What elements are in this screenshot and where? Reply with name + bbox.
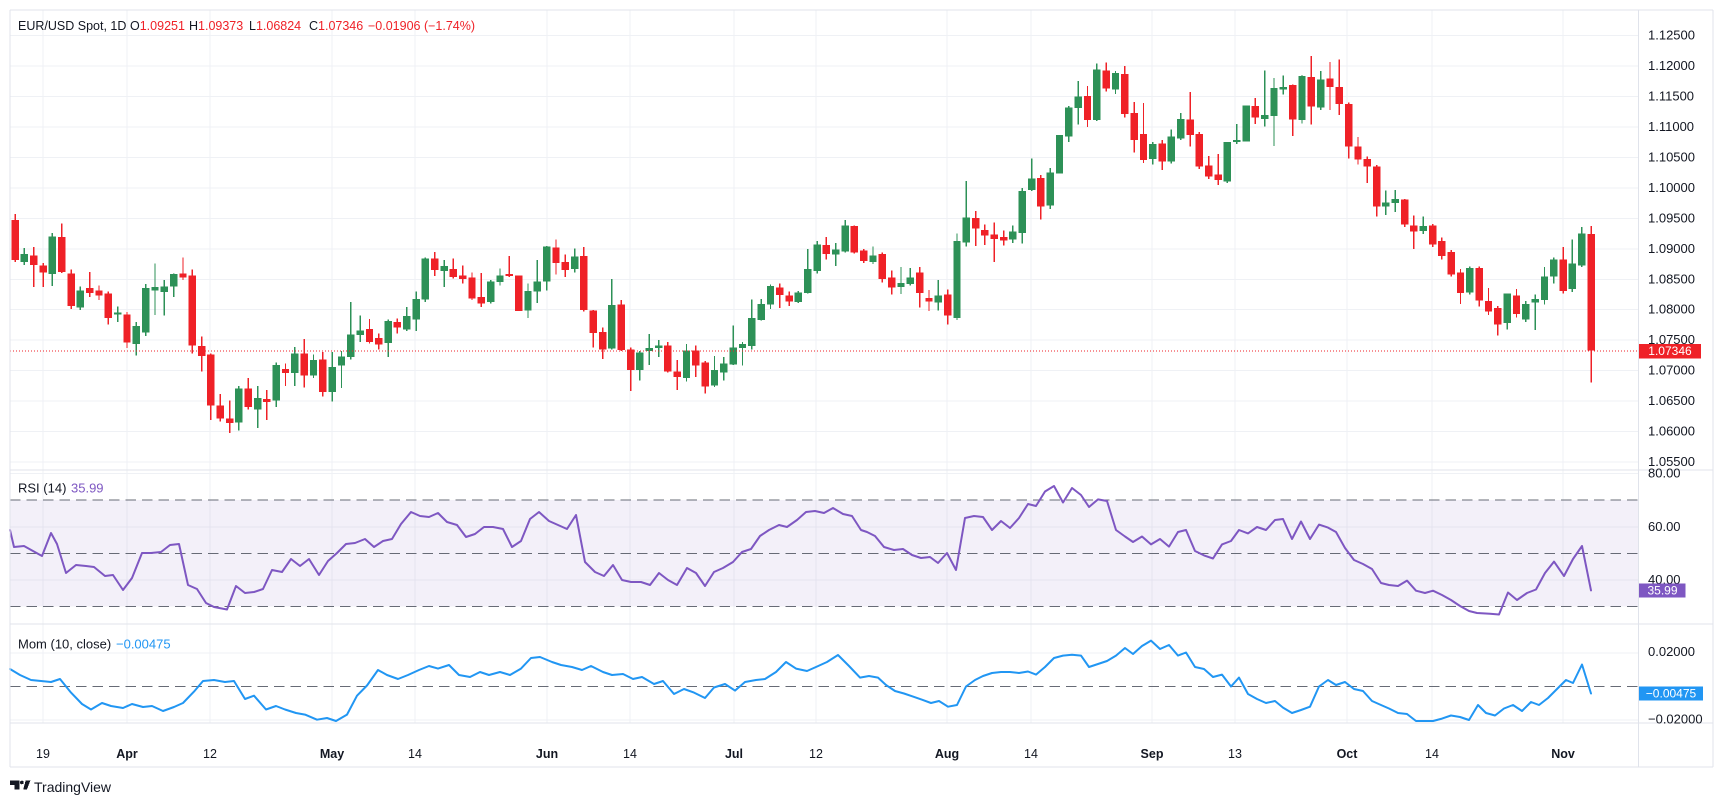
svg-text:14: 14 xyxy=(1024,747,1038,761)
svg-text:1.10000: 1.10000 xyxy=(1648,180,1695,195)
svg-text:60.00: 60.00 xyxy=(1648,519,1681,534)
svg-text:1.12000: 1.12000 xyxy=(1648,58,1695,73)
svg-text:1.09000: 1.09000 xyxy=(1648,241,1695,256)
svg-text:Apr: Apr xyxy=(116,747,138,761)
svg-text:May: May xyxy=(320,747,344,761)
svg-text:12: 12 xyxy=(203,747,217,761)
svg-text:RSI (14): RSI (14) xyxy=(18,481,66,496)
svg-text:14: 14 xyxy=(1425,747,1439,761)
svg-text:H1.09373: H1.09373 xyxy=(189,19,243,33)
svg-text:1.07000: 1.07000 xyxy=(1648,363,1695,378)
svg-text:12: 12 xyxy=(809,747,823,761)
svg-text:1.09500: 1.09500 xyxy=(1648,210,1695,225)
svg-text:1.11000: 1.11000 xyxy=(1648,119,1694,134)
svg-text:Nov: Nov xyxy=(1551,747,1575,761)
svg-text:−0.00475: −0.00475 xyxy=(116,637,171,652)
svg-text:14: 14 xyxy=(408,747,422,761)
svg-text:EUR/USD Spot, 1D: EUR/USD Spot, 1D xyxy=(18,19,126,33)
svg-text:14: 14 xyxy=(623,747,637,761)
svg-text:C1.07346: C1.07346 xyxy=(309,19,363,33)
svg-text:Oct: Oct xyxy=(1337,747,1359,761)
svg-text:TradingView: TradingView xyxy=(34,779,112,795)
svg-text:35.99: 35.99 xyxy=(1647,584,1677,598)
svg-text:Sep: Sep xyxy=(1141,747,1164,761)
svg-text:Jul: Jul xyxy=(725,747,743,761)
svg-text:1.06000: 1.06000 xyxy=(1648,424,1695,439)
svg-text:−0.00475: −0.00475 xyxy=(1646,687,1697,701)
svg-text:O1.09251: O1.09251 xyxy=(130,19,185,33)
svg-text:1.07346: 1.07346 xyxy=(1648,344,1692,358)
svg-text:1.12500: 1.12500 xyxy=(1648,28,1695,43)
svg-text:Jun: Jun xyxy=(536,747,558,761)
svg-text:Aug: Aug xyxy=(935,747,959,761)
svg-text:−0.02000: −0.02000 xyxy=(1648,712,1703,727)
svg-text:1.07500: 1.07500 xyxy=(1648,332,1695,347)
svg-text:1.08000: 1.08000 xyxy=(1648,302,1695,317)
svg-text:0.02000: 0.02000 xyxy=(1648,644,1695,659)
svg-text:−0.01906 (−1.74%): −0.01906 (−1.74%) xyxy=(368,19,475,33)
svg-text:1.06500: 1.06500 xyxy=(1648,393,1695,408)
svg-text:Mom (10, close): Mom (10, close) xyxy=(18,637,111,652)
svg-text:40.00: 40.00 xyxy=(1648,572,1681,587)
svg-text:1.08500: 1.08500 xyxy=(1648,271,1695,286)
svg-text:1.05500: 1.05500 xyxy=(1648,454,1695,469)
svg-text:L1.06824: L1.06824 xyxy=(249,19,301,33)
svg-text:1.11500: 1.11500 xyxy=(1648,88,1694,103)
svg-text:13: 13 xyxy=(1228,747,1242,761)
svg-text:19: 19 xyxy=(36,747,50,761)
svg-text:1.10500: 1.10500 xyxy=(1648,149,1695,164)
svg-text:80.00: 80.00 xyxy=(1648,466,1681,481)
svg-text:35.99: 35.99 xyxy=(71,481,104,496)
